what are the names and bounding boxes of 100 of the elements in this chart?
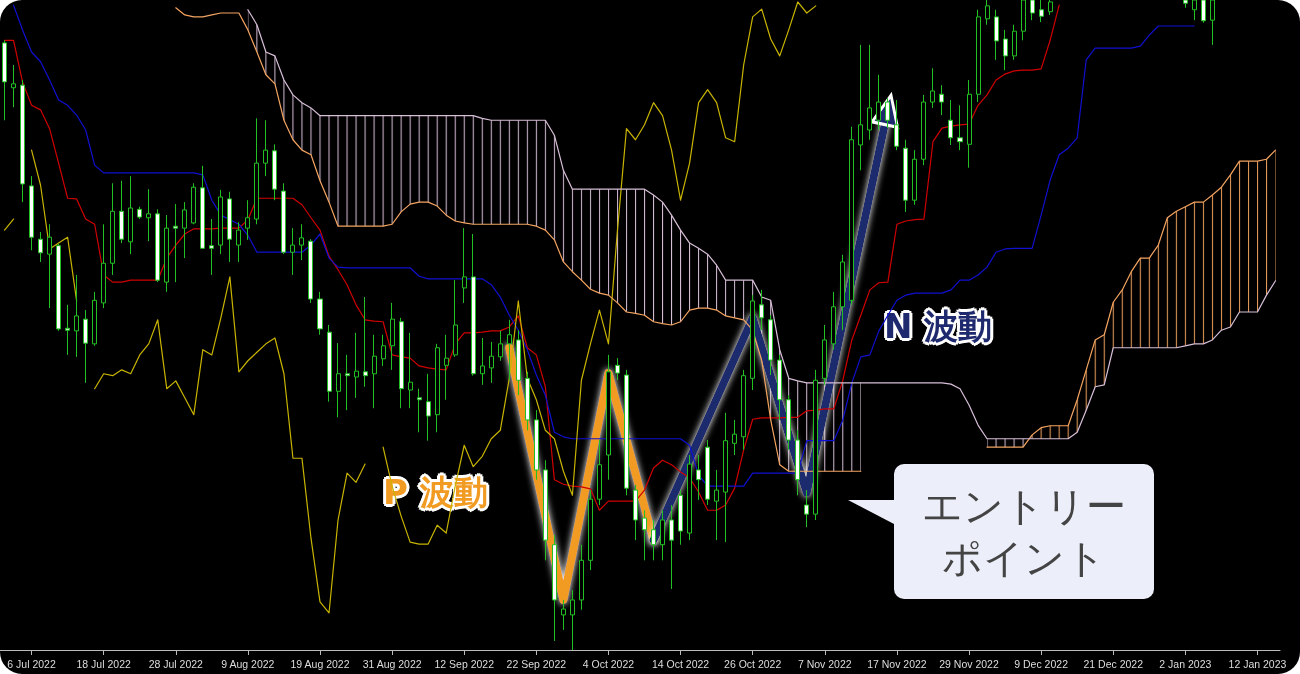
candlestick: [480, 337, 485, 386]
candlestick: [381, 334, 386, 367]
candlestick: [209, 218, 214, 276]
candlestick: [164, 214, 169, 293]
candlestick: [290, 227, 295, 276]
candlestick: [994, 9, 999, 61]
x-tick-label: 7 Nov 2022: [797, 657, 852, 670]
x-tick-label: 31 Aug 2022: [362, 657, 422, 670]
candlestick: [606, 354, 611, 481]
candlestick: [137, 206, 142, 220]
candlestick: [38, 231, 43, 263]
candlestick: [83, 309, 88, 384]
candlestick: [47, 223, 52, 309]
candlestick: [327, 324, 332, 403]
x-tick-label: 14 Oct 2022: [651, 657, 710, 670]
candlestick: [1039, 0, 1044, 23]
candlestick: [642, 509, 647, 561]
candlestick: [795, 429, 800, 496]
candlestick: [696, 454, 701, 501]
candlestick: [1012, 24, 1017, 61]
candlestick: [453, 279, 458, 358]
candlestick: [822, 324, 827, 386]
candlestick: [669, 504, 674, 590]
candlestick: [435, 343, 440, 433]
candlestick: [804, 489, 809, 528]
candlestick: [146, 188, 151, 242]
candlestick: [967, 79, 972, 169]
candlestick: [534, 409, 539, 481]
candlestick: [921, 94, 926, 166]
candlestick: [615, 357, 620, 381]
annotation: N 波動: [884, 305, 993, 348]
candlestick: [579, 544, 584, 611]
candlestick: [119, 180, 124, 244]
candlestick: [56, 243, 61, 332]
candlestick: [723, 412, 728, 543]
candlestick: [11, 64, 16, 108]
candlestick: [543, 459, 548, 561]
x-tick-label: 19 Aug 2022: [290, 657, 350, 670]
candlestick: [1030, 0, 1035, 21]
candlestick: [444, 334, 449, 401]
candlestick: [867, 44, 872, 141]
candlestick: [308, 238, 313, 304]
candlestick: [849, 126, 854, 306]
annotation: P 波動: [383, 471, 488, 514]
candlestick: [345, 354, 350, 411]
candlestick: [489, 341, 494, 384]
candlestick: [561, 599, 566, 631]
candlestick: [777, 354, 782, 421]
x-tick-label: 17 Nov 2022: [867, 657, 927, 670]
candlestick: [840, 254, 845, 331]
candlestick: [750, 294, 755, 391]
candlestick: [101, 223, 106, 309]
candlestick: [92, 291, 97, 347]
candlestick: [426, 373, 431, 442]
candlestick: [254, 117, 259, 225]
candlestick: [588, 489, 593, 571]
candlestick: [624, 369, 629, 496]
candlestick: [372, 334, 377, 409]
x-tick-label: 28 Jul 2022: [148, 657, 204, 670]
candlestick: [173, 203, 178, 283]
candlestick: [336, 342, 341, 418]
candlestick: [732, 419, 737, 456]
candlestick: [831, 291, 836, 351]
candlestick: [200, 165, 205, 250]
candlestick: [29, 175, 34, 251]
candlestick: [227, 191, 232, 263]
annotation: エントリーポイント: [921, 481, 1127, 583]
candlestick: [633, 484, 638, 541]
candlestick: [182, 201, 187, 259]
candlestick: [110, 182, 115, 276]
candlestick: [660, 509, 665, 561]
x-tick-label: 12 Jan 2023: [1228, 657, 1287, 670]
candlestick: [471, 233, 476, 377]
candlestick: [263, 119, 268, 177]
candlestick: [299, 223, 304, 261]
candlestick: [218, 189, 223, 255]
candlestick: [741, 369, 746, 451]
candlestick: [507, 319, 512, 381]
candlestick: [155, 208, 160, 283]
candlestick: [525, 371, 530, 431]
candlestick: [597, 439, 602, 506]
x-tick-label: 18 Jul 2022: [76, 657, 131, 670]
candlestick: [272, 143, 277, 201]
candlestick: [976, 9, 981, 103]
candlestick: [813, 369, 818, 521]
x-tick-label: 2 Jan 2023: [1159, 657, 1212, 670]
candlestick: [939, 84, 944, 116]
x-tick-label: 26 Oct 2022: [724, 657, 782, 670]
x-tick-label: 9 Aug 2022: [221, 657, 275, 670]
candlestick: [1183, 0, 1188, 9]
candlestick: [678, 489, 683, 546]
candlestick: [2, 39, 7, 121]
x-tick-label: 12 Sep 2022: [434, 657, 495, 670]
candlestick: [191, 182, 196, 225]
candlestick: [651, 519, 656, 561]
candlestick: [687, 454, 692, 541]
candlestick: [957, 104, 963, 151]
candlestick: [236, 221, 241, 263]
x-tick-label: 6 Jul 2022: [7, 657, 56, 670]
candlestick: [552, 534, 557, 642]
